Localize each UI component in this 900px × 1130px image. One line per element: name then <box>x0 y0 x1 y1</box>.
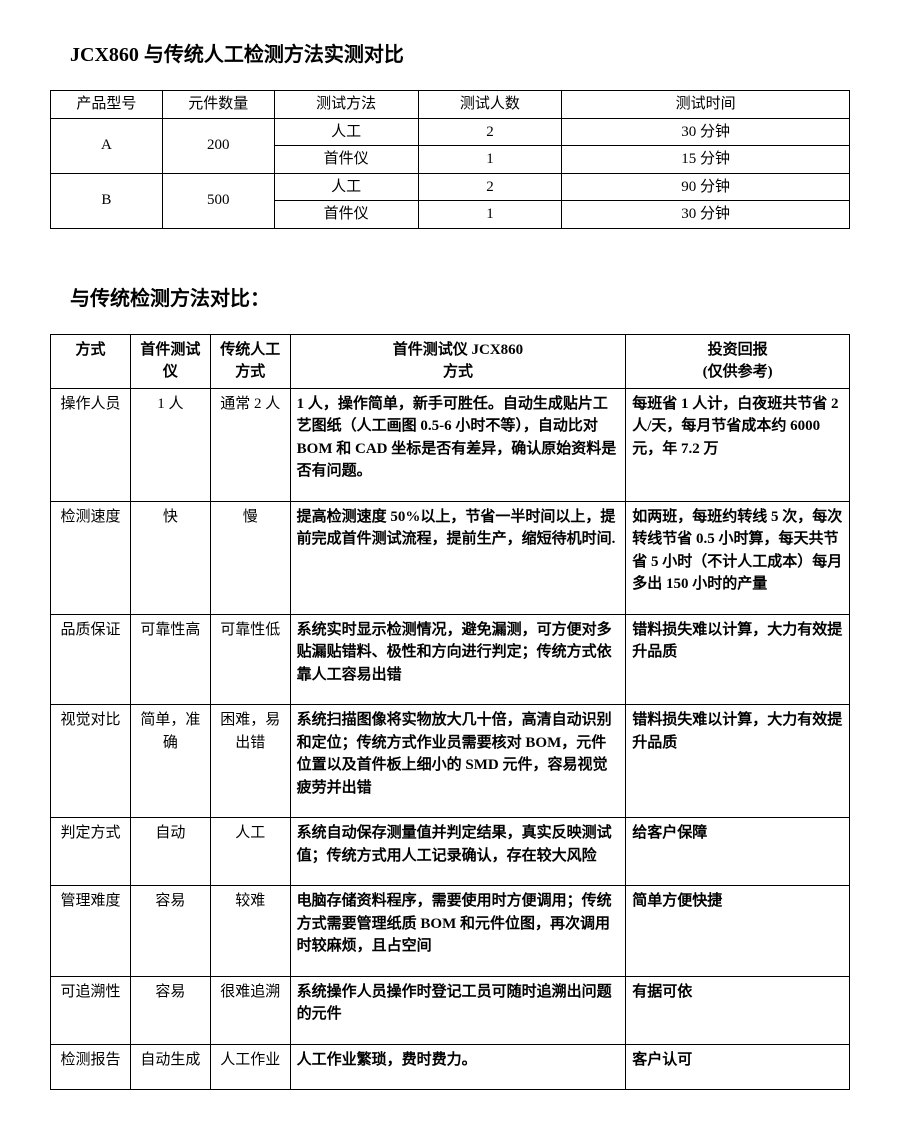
cell-aspect: 检测速度 <box>51 501 131 614</box>
cell-manual: 通常 2 人 <box>210 388 290 501</box>
cell-roi: 有据可依 <box>626 976 850 1044</box>
cell-aspect: 管理难度 <box>51 886 131 977</box>
cell-detail: 人工作业繁琐，费时费力。 <box>290 1044 626 1090</box>
cell-count: 500 <box>162 173 274 228</box>
cell-tester: 1 人 <box>130 388 210 501</box>
cell-aspect: 判定方式 <box>51 818 131 886</box>
cell-roi: 错料损失难以计算，大力有效提升品质 <box>626 614 850 705</box>
th-manual: 传统人工方式 <box>210 334 290 388</box>
cell-manual: 人工作业 <box>210 1044 290 1090</box>
cell-people: 1 <box>418 146 562 174</box>
table-row: 管理难度容易较难电脑存储资料程序，需要使用时方便调用；传统方式需要管理纸质 BO… <box>51 886 850 977</box>
heading-2: 与传统检测方法对比： <box>70 284 850 314</box>
table-row: 视觉对比简单，准确困难，易出错系统扫描图像将实物放大几十倍，高清自动识别和定位；… <box>51 705 850 818</box>
cell-tester: 快 <box>130 501 210 614</box>
cell-detail: 提高检测速度 50%以上，节省一半时间以上，提前完成首件测试流程，提前生产，缩短… <box>290 501 626 614</box>
cell-detail: 系统实时显示检测情况，避免漏测，可方便对多贴漏贴错料、极性和方向进行判定；传统方… <box>290 614 626 705</box>
cell-roi: 每班省 1 人计，白夜班共节省 2 人/天，每月节省成本约 6000 元，年 7… <box>626 388 850 501</box>
cell-manual: 很难追溯 <box>210 976 290 1044</box>
cell-model: B <box>51 173 163 228</box>
table-header-row: 方式 首件测试仪 传统人工方式 首件测试仪 JCX860方式 投资回报(仅供参考… <box>51 334 850 388</box>
cell-roi: 如两班，每班约转线 5 次，每次转线节省 0.5 小时算，每天共节省 5 小时（… <box>626 501 850 614</box>
cell-method: 首件仪 <box>274 146 418 174</box>
th-detail: 首件测试仪 JCX860方式 <box>290 334 626 388</box>
cell-roi: 客户认可 <box>626 1044 850 1090</box>
cell-tester: 自动 <box>130 818 210 886</box>
table-row: 可追溯性容易很难追溯系统操作人员操作时登记工员可随时追溯出问题的元件有据可依 <box>51 976 850 1044</box>
cell-aspect: 品质保证 <box>51 614 131 705</box>
cell-method: 首件仪 <box>274 201 418 229</box>
cell-roi: 给客户保障 <box>626 818 850 886</box>
cell-time: 30 分钟 <box>562 201 850 229</box>
cell-manual: 困难，易出错 <box>210 705 290 818</box>
cell-count: 200 <box>162 118 274 173</box>
cell-tester: 简单，准确 <box>130 705 210 818</box>
cell-manual: 较难 <box>210 886 290 977</box>
table-row: A200人工230 分钟 <box>51 118 850 146</box>
cell-tester: 可靠性高 <box>130 614 210 705</box>
th-time: 测试时间 <box>562 91 850 119</box>
cell-aspect: 检测报告 <box>51 1044 131 1090</box>
cell-manual: 可靠性低 <box>210 614 290 705</box>
comparison-table-2: 方式 首件测试仪 传统人工方式 首件测试仪 JCX860方式 投资回报(仅供参考… <box>50 334 850 1091</box>
table-row: 检测报告自动生成人工作业人工作业繁琐，费时费力。客户认可 <box>51 1044 850 1090</box>
cell-time: 15 分钟 <box>562 146 850 174</box>
cell-roi: 简单方便快捷 <box>626 886 850 977</box>
cell-detail: 电脑存储资料程序，需要使用时方便调用；传统方式需要管理纸质 BOM 和元件位图，… <box>290 886 626 977</box>
cell-detail: 系统自动保存测量值并判定结果，真实反映测试值；传统方式用人工记录确认，存在较大风… <box>290 818 626 886</box>
th-model: 产品型号 <box>51 91 163 119</box>
cell-people: 2 <box>418 118 562 146</box>
table-row: 品质保证可靠性高可靠性低系统实时显示检测情况，避免漏测，可方便对多贴漏贴错料、极… <box>51 614 850 705</box>
th-count: 元件数量 <box>162 91 274 119</box>
cell-detail: 系统扫描图像将实物放大几十倍，高清自动识别和定位；传统方式作业员需要核对 BOM… <box>290 705 626 818</box>
table-row: 判定方式自动人工系统自动保存测量值并判定结果，真实反映测试值；传统方式用人工记录… <box>51 818 850 886</box>
cell-tester: 容易 <box>130 976 210 1044</box>
table-header-row: 产品型号 元件数量 测试方法 测试人数 测试时间 <box>51 91 850 119</box>
heading-1: JCX860 与传统人工检测方法实测对比 <box>70 40 850 70</box>
cell-people: 1 <box>418 201 562 229</box>
table-row: 检测速度快慢提高检测速度 50%以上，节省一半时间以上，提前完成首件测试流程，提… <box>51 501 850 614</box>
th-tester: 首件测试仪 <box>130 334 210 388</box>
cell-time: 30 分钟 <box>562 118 850 146</box>
th-aspect: 方式 <box>51 334 131 388</box>
cell-detail: 系统操作人员操作时登记工员可随时追溯出问题的元件 <box>290 976 626 1044</box>
cell-manual: 慢 <box>210 501 290 614</box>
th-people: 测试人数 <box>418 91 562 119</box>
cell-roi: 错料损失难以计算，大力有效提升品质 <box>626 705 850 818</box>
cell-tester: 容易 <box>130 886 210 977</box>
comparison-table-1: 产品型号 元件数量 测试方法 测试人数 测试时间 A200人工230 分钟首件仪… <box>50 90 850 229</box>
th-method: 测试方法 <box>274 91 418 119</box>
cell-tester: 自动生成 <box>130 1044 210 1090</box>
cell-model: A <box>51 118 163 173</box>
cell-aspect: 视觉对比 <box>51 705 131 818</box>
table-row: B500人工290 分钟 <box>51 173 850 201</box>
cell-detail: 1 人，操作简单，新手可胜任。自动生成贴片工艺图纸（人工画图 0.5-6 小时不… <box>290 388 626 501</box>
cell-manual: 人工 <box>210 818 290 886</box>
cell-method: 人工 <box>274 173 418 201</box>
cell-people: 2 <box>418 173 562 201</box>
cell-aspect: 操作人员 <box>51 388 131 501</box>
th-roi: 投资回报(仅供参考) <box>626 334 850 388</box>
cell-time: 90 分钟 <box>562 173 850 201</box>
table-row: 操作人员1 人通常 2 人1 人，操作简单，新手可胜任。自动生成贴片工艺图纸（人… <box>51 388 850 501</box>
cell-method: 人工 <box>274 118 418 146</box>
cell-aspect: 可追溯性 <box>51 976 131 1044</box>
